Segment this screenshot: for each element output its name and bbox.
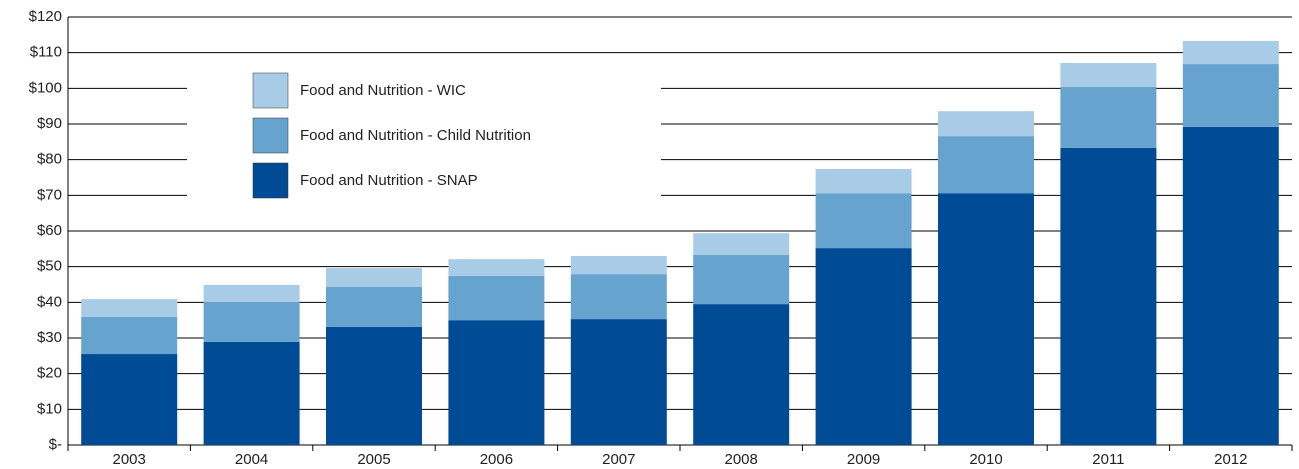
- legend-swatch: [252, 117, 289, 154]
- bar-segment: [81, 354, 178, 445]
- bar-segment: [326, 268, 422, 287]
- y-tick-label: $90: [37, 115, 62, 132]
- bar-segment: [1182, 64, 1279, 127]
- bar-segment: [570, 255, 667, 275]
- bar-segment: [203, 284, 300, 302]
- bar-segment: [448, 275, 545, 321]
- bar-segment: [1060, 63, 1157, 87]
- bar-segment: [815, 193, 912, 249]
- legend-swatch: [252, 72, 289, 109]
- bar-segment: [203, 301, 300, 342]
- y-tick-label: $50: [37, 258, 62, 275]
- x-tick-label: 2005: [357, 451, 390, 468]
- x-tick-label: 2009: [847, 451, 880, 468]
- x-tick-label: 2011: [1092, 451, 1124, 468]
- legend-label: Food and Nutrition - SNAP: [300, 172, 478, 189]
- y-tick-label: $100: [29, 79, 62, 96]
- legend-swatch: [252, 162, 289, 199]
- y-tick-label: $110: [30, 44, 62, 61]
- bar-segment: [693, 254, 790, 305]
- bar-segment: [1060, 147, 1157, 445]
- x-tick-label: 2003: [113, 451, 146, 468]
- y-tick-label: $30: [37, 329, 62, 346]
- x-tick-label: 2008: [725, 451, 758, 468]
- y-tick-label: $120: [29, 8, 62, 25]
- x-tick-label: 2012: [1214, 451, 1247, 468]
- bar-segment: [81, 316, 178, 355]
- bar-segment: [81, 299, 178, 317]
- x-tick-label: 2007: [602, 451, 635, 468]
- x-tick-label: 2006: [480, 451, 513, 468]
- bar-segment: [1060, 86, 1157, 148]
- legend-label: Food and Nutrition - Child Nutrition: [300, 127, 531, 144]
- bar-segment: [815, 168, 912, 194]
- bar-segment: [938, 193, 1034, 445]
- bar-segment: [693, 304, 790, 445]
- bar-segment: [326, 286, 422, 327]
- bar-segment: [570, 274, 667, 320]
- x-tick-label: 2010: [969, 451, 1002, 468]
- y-tick-label: $10: [37, 400, 62, 417]
- bar-segment: [448, 320, 545, 445]
- y-tick-label: $40: [37, 293, 62, 310]
- y-tick-label: $70: [37, 186, 62, 203]
- y-tick-label: $-: [49, 436, 62, 453]
- y-tick-label: $60: [37, 222, 62, 239]
- bar-segment: [326, 326, 422, 445]
- bar-segment: [938, 136, 1034, 194]
- x-tick-label: 2004: [235, 451, 268, 468]
- bar-segment: [815, 248, 912, 445]
- bar-segment: [570, 319, 667, 445]
- y-tick-label: $20: [37, 365, 62, 382]
- bar-segment: [938, 111, 1034, 137]
- y-tick-label: $80: [37, 151, 62, 168]
- legend-label: Food and Nutrition - WIC: [300, 82, 466, 99]
- bar-segment: [693, 233, 790, 255]
- bar-segment: [203, 341, 300, 445]
- bar-segment: [1182, 40, 1279, 65]
- bar-segment: [1182, 126, 1279, 445]
- bar-segment: [448, 259, 545, 276]
